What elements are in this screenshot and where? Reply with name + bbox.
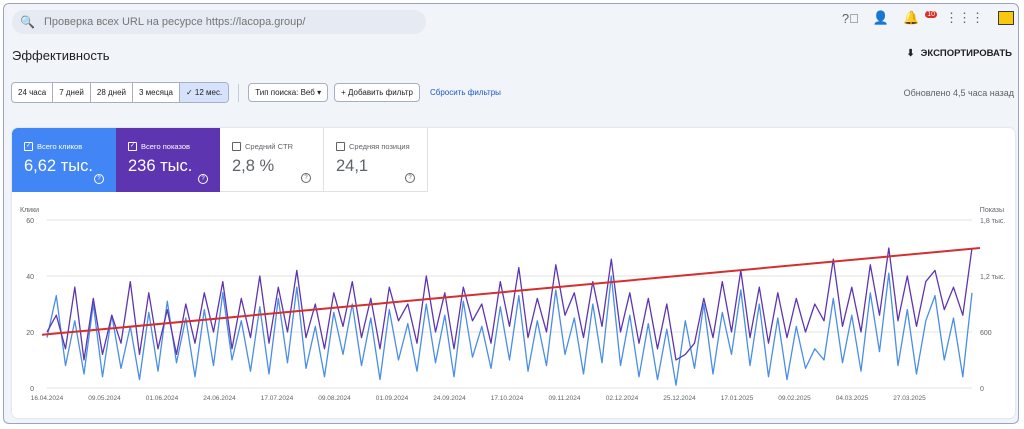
add-filter-label: Добавить фильтр [348, 88, 413, 97]
help-icon[interactable]: ?⃝ [841, 10, 859, 26]
check-icon: ✓ [185, 88, 195, 97]
x-tick-label: 17.01.2025 [721, 395, 754, 402]
y-tick-right: 600 [980, 330, 992, 337]
date-range-selector: 24 часа 7 дней 28 дней 3 месяца ✓ 12 мес… [11, 82, 230, 103]
notifications-icon[interactable]: 🔔 10 [903, 10, 937, 25]
y-tick-right: 1,2 тыс. [980, 274, 1005, 281]
metric-value: 236 тыс. [128, 157, 193, 175]
impressions-series-line [46, 247, 973, 361]
divider [238, 83, 240, 102]
search-input[interactable] [42, 15, 406, 29]
x-tick-label: 09.05.2024 [88, 395, 121, 402]
x-tick-label: 04.03.2025 [836, 395, 869, 402]
performance-panel: ✓ Всего кликов 6,62 тыс. ? ✓ Всего показов… [12, 128, 1015, 418]
filter-bar: 24 часа 7 дней 28 дней 3 месяца ✓ 12 мес… [11, 82, 501, 103]
clicks-series-line [46, 272, 973, 386]
range-24h[interactable]: 24 часа [12, 83, 54, 102]
range-3m[interactable]: 3 месяца [133, 83, 180, 102]
help-icon[interactable]: ? [198, 174, 208, 184]
checkbox-icon [336, 142, 345, 151]
search-bar[interactable]: 🔍 [12, 10, 426, 34]
metric-cards: ✓ Всего кликов 6,62 тыс. ? ✓ Всего показов… [12, 128, 428, 192]
x-tick-label: 24.09.2024 [433, 395, 466, 402]
account-flag-icon[interactable] [998, 11, 1014, 25]
help-icon[interactable]: ? [94, 174, 104, 184]
metric-label: Средний CTR [245, 142, 293, 151]
last-updated-text: Обновлено 4,5 часа назад [903, 88, 1014, 98]
help-icon[interactable]: ? [301, 173, 311, 183]
checkbox-checked-icon: ✓ [24, 142, 33, 151]
y-tick-left: 40 [26, 274, 34, 281]
app-frame: 🔍 ?⃝ 👤 🔔10 ⋮⋮⋮ Эффективность ⬇ ЭКСПОРТИР… [3, 3, 1019, 424]
x-tick-label: 09.11.2024 [548, 395, 580, 402]
metric-value: 24,1 [336, 157, 369, 175]
checkbox-checked-icon: ✓ [128, 142, 137, 151]
range-12m-label: 12 мес. [194, 88, 223, 97]
add-filter-button[interactable]: + Добавить фильтр [334, 83, 420, 102]
x-tick-label: 16.04.2024 [31, 395, 64, 402]
x-tick-label: 27.03.2025 [893, 395, 926, 402]
metric-card-clicks[interactable]: ✓ Всего кликов 6,62 тыс. ? [12, 128, 116, 192]
y-tick-right: 0 [980, 386, 984, 393]
performance-chart: Клики Показы 60 1,8 тыс. 40 1,2 тыс. 20 600 0 0 16… [20, 207, 1005, 402]
help-icon[interactable]: ? [405, 173, 415, 183]
metric-label: Средняя позиция [349, 142, 410, 151]
metric-card-ctr[interactable]: Средний CTR 2,8 % ? [220, 128, 324, 192]
x-tick-label: 24.06.2024 [203, 395, 236, 402]
metric-value: 6,62 тыс. [24, 157, 93, 175]
metric-card-position[interactable]: Средняя позиция 24,1 ? [324, 128, 428, 192]
manage-users-icon[interactable]: 👤 [872, 10, 890, 25]
page-title: Эффективность [12, 48, 110, 63]
search-icon: 🔍 [20, 15, 35, 29]
x-tick-label: 17.10.2024 [491, 395, 524, 402]
x-tick-label: 01.06.2024 [146, 395, 179, 402]
y-tick-right: 1,8 тыс. [980, 218, 1005, 225]
x-tick-label: 09.02.2025 [778, 395, 811, 402]
metric-card-impressions[interactable]: ✓ Всего показов 236 тыс. ? [116, 128, 220, 192]
y-tick-left: 60 [26, 218, 34, 225]
trend-line [41, 247, 981, 336]
export-button[interactable]: ⬇ ЭКСПОРТИРОВАТЬ [907, 48, 1012, 59]
top-icons: ?⃝ 👤 🔔 10 ⋮⋮⋮ [842, 10, 1014, 26]
notification-badge: 10 [925, 11, 937, 18]
range-12m[interactable]: ✓ 12 мес. [179, 83, 229, 102]
metric-value: 2,8 % [232, 157, 275, 175]
x-tick-label: 02.12.2024 [606, 395, 639, 402]
y-tick-left: 20 [26, 330, 34, 337]
range-7d[interactable]: 7 дней [53, 83, 91, 102]
x-tick-label: 17.07.2024 [261, 395, 294, 402]
metric-label: Всего показов [141, 142, 191, 151]
search-type-label: Тип поиска: Веб [255, 88, 315, 97]
export-label: ЭКСПОРТИРОВАТЬ [920, 48, 1012, 59]
y-axis-left-title: Клики [20, 207, 39, 214]
download-icon: ⬇ [906, 48, 915, 59]
range-28d[interactable]: 28 дней [91, 83, 133, 102]
reset-filters-link[interactable]: Сбросить фильтры [429, 88, 501, 97]
x-tick-label: 09.08.2024 [318, 395, 351, 402]
metric-label: Всего кликов [37, 142, 83, 151]
plus-icon: + [341, 88, 349, 97]
search-type-dropdown[interactable]: Тип поиска: Веб ▾ [248, 83, 329, 102]
dropdown-arrow-icon: ▾ [317, 88, 322, 97]
x-tick-label: 25.12.2024 [663, 395, 696, 402]
x-tick-label: 01.09.2024 [376, 395, 409, 402]
y-tick-left: 0 [30, 386, 34, 393]
y-axis-right-title: Показы [980, 207, 1004, 214]
checkbox-icon [232, 142, 241, 151]
apps-grid-icon[interactable]: ⋮⋮⋮ [945, 10, 984, 25]
